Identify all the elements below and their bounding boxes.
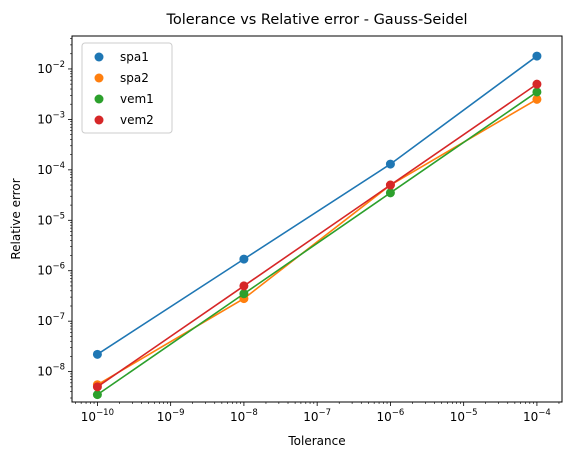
y-tick-label: 10−5 — [37, 211, 65, 227]
legend-label: vem1 — [120, 92, 154, 106]
series-line-vem2 — [96, 83, 538, 388]
data-point — [92, 382, 102, 392]
x-tick-label: 10−6 — [377, 408, 405, 424]
series-spa1 — [92, 51, 542, 359]
legend-marker — [94, 52, 104, 62]
legend-label: vem2 — [120, 113, 154, 127]
legend-item: vem1 — [94, 92, 154, 106]
data-point — [532, 79, 542, 89]
x-tick-label: 10−8 — [230, 408, 258, 424]
data-point — [532, 87, 542, 97]
x-tick-label: 10−10 — [81, 408, 114, 424]
x-tick-label: 10−9 — [157, 408, 185, 424]
y-tick-label: 10−3 — [37, 110, 65, 126]
legend-item: vem2 — [94, 113, 154, 127]
y-tick-label: 10−2 — [37, 60, 65, 76]
data-point — [385, 159, 395, 169]
chart-title: Tolerance vs Relative error - Gauss-Seid… — [165, 12, 467, 28]
data-point — [239, 289, 249, 299]
legend: spa1 spa2 vem1 vem2 — [81, 42, 173, 134]
legend-label: spa1 — [120, 50, 149, 64]
series-vem2 — [92, 79, 542, 392]
legend-marker — [94, 73, 104, 83]
data-point — [92, 349, 102, 359]
x-tick-label: 10−7 — [303, 408, 331, 424]
y-axis-label: Relative error — [9, 178, 23, 259]
y-axis: 10−8 10−7 10−6 10−5 10−4 10−3 10−2 — [37, 38, 72, 399]
data-point — [239, 281, 249, 291]
legend-box — [81, 42, 173, 134]
legend-item: spa2 — [94, 71, 149, 85]
series-line-spa1 — [96, 55, 538, 356]
data-point — [385, 188, 395, 198]
y-tick-label: 10−6 — [37, 262, 65, 278]
data-point — [385, 180, 395, 190]
legend-label: spa2 — [120, 71, 149, 85]
x-axis-label: Tolerance — [287, 434, 345, 448]
data-point — [532, 94, 542, 104]
y-tick-label: 10−4 — [37, 161, 65, 177]
series-vem1 — [92, 87, 542, 400]
x-tick-label: 10−5 — [450, 408, 478, 424]
data-point — [92, 390, 102, 400]
x-tick-label: 10−4 — [523, 408, 551, 424]
x-axis: 10−10 10−9 10−8 10−7 10−6 10−5 10−4 — [75, 402, 560, 424]
data-point — [239, 254, 249, 264]
legend-item: spa1 — [94, 50, 149, 64]
legend-marker — [94, 115, 104, 125]
series-line-vem1 — [96, 91, 538, 396]
y-tick-label: 10−7 — [37, 312, 65, 328]
series-layer — [92, 51, 542, 400]
data-point — [532, 51, 542, 61]
legend-marker — [94, 94, 104, 104]
y-tick-label: 10−8 — [37, 363, 65, 379]
